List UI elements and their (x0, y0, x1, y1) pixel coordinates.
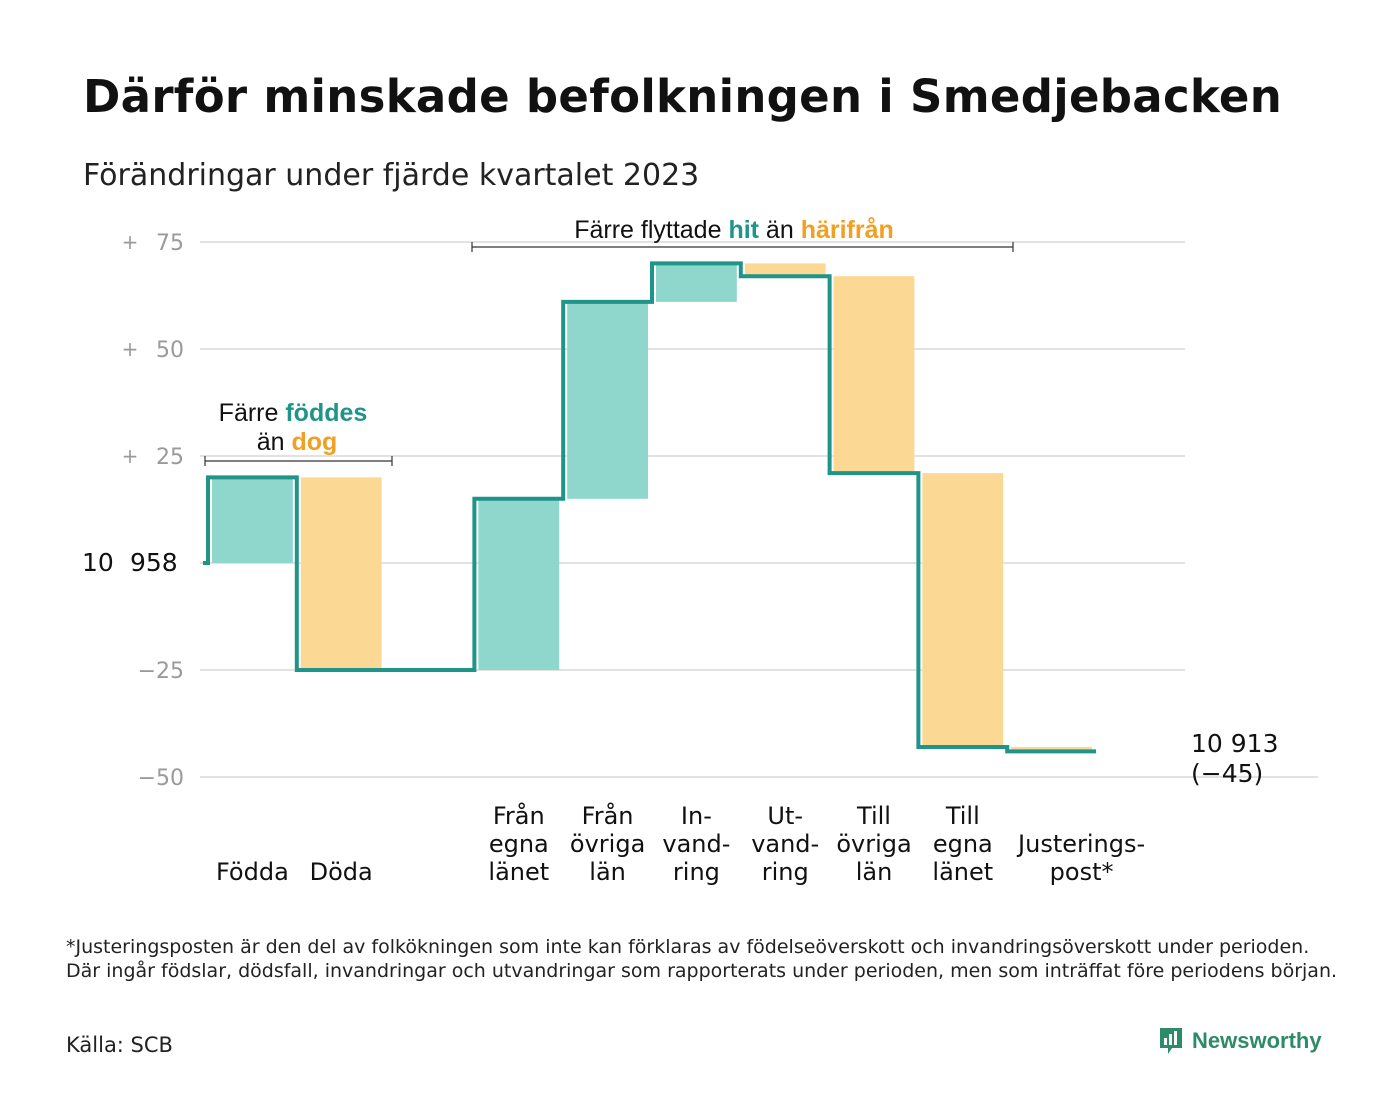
waterfall-bar (478, 498, 560, 670)
waterfall-bar (300, 477, 382, 670)
annotation-fragment: dog (291, 428, 337, 456)
x-category-label: länet (932, 858, 993, 886)
x-category-label: egna (489, 830, 549, 858)
source-label: Källa: SCB (66, 1033, 173, 1057)
x-category-label: Till (945, 802, 980, 830)
x-category-label: vand- (662, 830, 730, 858)
x-category-label: Ut- (767, 802, 803, 830)
annotation-fragment: än (257, 428, 292, 456)
cumulative-line (203, 261, 1096, 754)
x-category-label: vand- (751, 830, 819, 858)
y-tick-label: 75 (156, 231, 184, 256)
x-category-label: Döda (310, 858, 373, 886)
x-category-label: Från (493, 801, 545, 830)
start-value-label: 958 (130, 548, 178, 577)
annotation-fragment: härifrån (801, 216, 894, 244)
x-category-label: ring (762, 858, 809, 886)
annotation-fragment: än (759, 216, 801, 244)
y-tick-prefix: + (122, 337, 139, 361)
x-category-label: Födda (216, 858, 289, 886)
waterfall-bar (922, 473, 1004, 748)
x-category-label: övriga (836, 830, 911, 858)
x-category-label: egna (933, 830, 993, 858)
waterfall-bar (656, 263, 737, 302)
annotation-fragment: Färre flyttade (574, 216, 728, 244)
y-tick-label: 25 (156, 445, 184, 470)
newsworthy-logo-icon (1160, 1028, 1182, 1054)
annotation-births-deaths: än dog (257, 428, 338, 456)
x-category-label: Justerings- (1016, 830, 1145, 858)
y-tick-prefix: + (122, 444, 139, 468)
waterfall-bar (212, 477, 293, 563)
start-value-label: 10 (82, 548, 114, 577)
waterfall-bar (744, 263, 826, 277)
x-category-label: post* (1050, 858, 1114, 886)
annotation-births-deaths: Färre föddes (219, 399, 368, 427)
x-category-label: län (589, 858, 626, 886)
chart-title: Därför minskade befolkningen i Smedjebac… (83, 70, 1283, 123)
y-tick-prefix: + (122, 230, 139, 254)
chart-subtitle: Förändringar under fjärde kvartalet 2023 (83, 158, 700, 193)
annotation-fragment: Färre (219, 399, 286, 427)
annotation-fragment: föddes (285, 399, 367, 427)
brand-logo: Newsworthy (1158, 1026, 1322, 1056)
waterfall-bar (833, 276, 915, 474)
x-category-label: ring (673, 858, 720, 886)
annotation-migration: Färre flyttade hit än härifrån (574, 216, 894, 244)
waterfall-bar (567, 301, 648, 499)
end-change-label: (−45) (1191, 759, 1263, 788)
x-category-label: Till (856, 802, 891, 830)
y-tick-label: −50 (138, 766, 184, 791)
y-tick-label: 50 (156, 338, 184, 363)
end-value-label: 10 913 (1191, 729, 1278, 758)
brand-name: Newsworthy (1192, 1028, 1322, 1053)
waterfall-bar (1011, 747, 1092, 752)
y-tick-label: −25 (138, 659, 184, 684)
annotation-fragment: hit (728, 216, 759, 244)
x-category-label: In- (681, 802, 712, 830)
x-category-label: länet (488, 858, 549, 886)
x-category-label: län (856, 858, 893, 886)
x-category-label: övriga (570, 830, 645, 858)
x-category-label: Från (582, 801, 634, 830)
footnote: *Justeringsposten är den del av folkökni… (66, 936, 1338, 982)
